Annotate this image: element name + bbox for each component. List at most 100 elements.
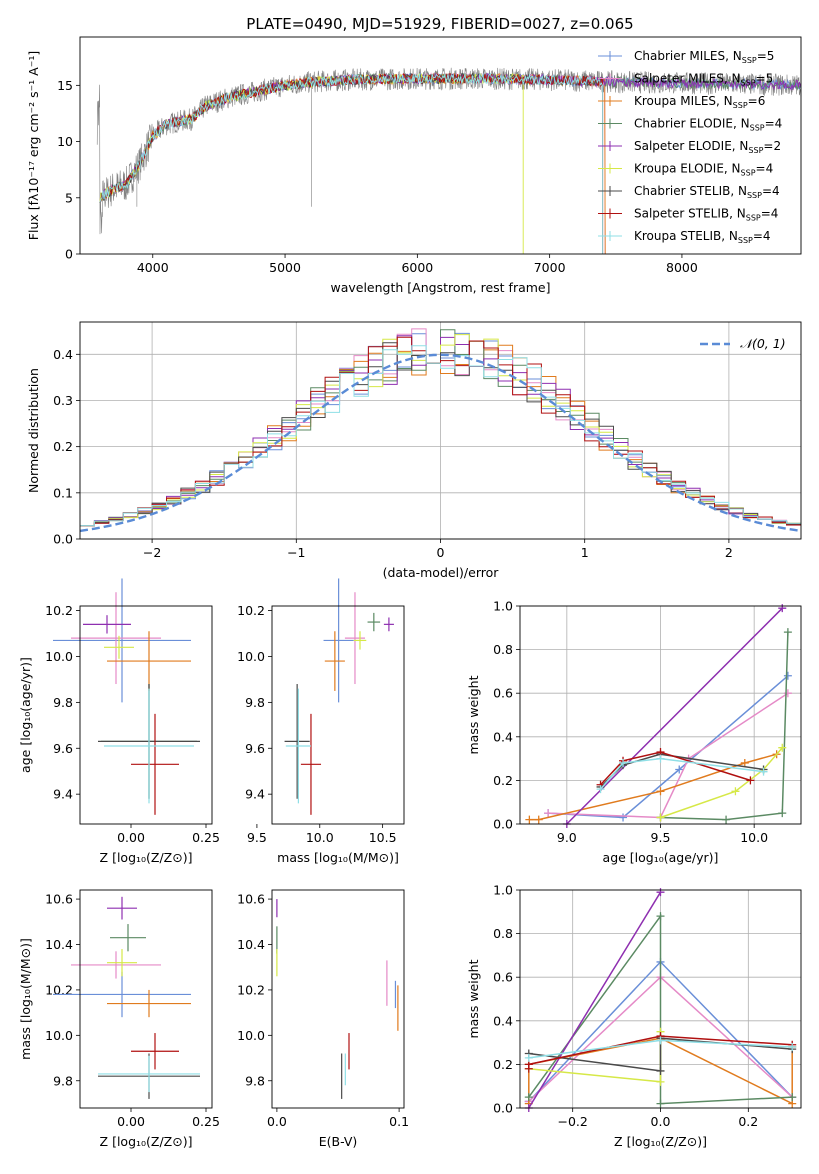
plot-frame: [271, 889, 405, 1109]
mass-weight-line: [548, 692, 789, 819]
mass-weight-marker: [759, 767, 768, 776]
y-tick-label: 0.2: [493, 773, 513, 788]
mass-weight-line: [528, 913, 793, 1105]
y-tick-label: 0.4: [53, 347, 73, 362]
legend-label: Salpeter STELIB, NSSP=4: [634, 207, 778, 223]
mass-weight-marker: [778, 809, 787, 818]
legend-label: Chabrier STELIB, NSSP=4: [634, 184, 780, 200]
legend-label: Kroupa STELIB, NSSP=4: [634, 229, 771, 245]
x-axis-label: Z [log₁₀(Z/Z⊙)]: [100, 850, 193, 865]
x-tick-label: 0.25: [192, 830, 220, 845]
x-tick-label: 10.5: [369, 830, 397, 845]
y-tick-label: 5: [65, 190, 73, 205]
age-vs-mass-axes: [256, 610, 384, 828]
mass-weight-marker: [656, 787, 665, 796]
mass-weight-marker: [525, 815, 534, 824]
y-axis-label: mass weight: [466, 675, 481, 754]
x-axis-label: age [log₁₀(age/yr)]: [603, 850, 719, 865]
mass-weight-vs-Z-axes: [516, 889, 801, 1112]
x-tick-label: 0.25: [192, 1114, 220, 1129]
y-axis-label: mass [log₁₀(M/M⊙)]: [18, 938, 33, 1060]
mass-weight-line: [548, 675, 789, 819]
spectrum-axes: [76, 84, 683, 258]
mass-weight-line: [660, 632, 789, 821]
plot-frame: [79, 889, 213, 1109]
mass-weight-marker: [778, 743, 787, 752]
model-spectrum: [99, 72, 604, 254]
y-tick-label: 9.6: [245, 741, 265, 756]
histogram-series: [80, 336, 801, 527]
mass-weight-marker: [656, 1077, 665, 1086]
mass-weight-marker: [656, 1099, 665, 1108]
mass-weight-marker: [524, 1053, 533, 1062]
y-tick-label: 9.8: [245, 1073, 265, 1088]
residual-histogram-axes: [76, 322, 801, 543]
legend-label: 𝒩(0, 1): [740, 336, 786, 351]
legend-label: Chabrier MILES, NSSP=5: [634, 49, 774, 65]
y-tick-label: 15: [57, 78, 73, 93]
y-tick-label: 0.6: [493, 970, 513, 985]
y-tick-label: 9.8: [53, 1073, 73, 1088]
x-axis-label: wavelength [Angstrom, rest frame]: [330, 280, 550, 295]
y-tick-label: 10.0: [237, 1028, 265, 1043]
plot-frame: [519, 605, 802, 825]
x-tick-label: 9.5: [651, 830, 671, 845]
x-tick-label: 0.0: [651, 1114, 671, 1129]
age-vs-Z-axes: [76, 610, 207, 828]
y-tick-label: 0.8: [493, 926, 513, 941]
mass-weight-marker: [675, 765, 684, 774]
x-tick-label: 9.5: [247, 830, 267, 845]
x-axis-label: Z [log₁₀(Z/Z⊙)]: [100, 1134, 193, 1149]
y-tick-label: 10.2: [237, 603, 265, 618]
mass-weight-marker: [619, 758, 628, 767]
y-tick-label: 0.3: [53, 393, 73, 408]
y-tick-label: 0.1: [53, 485, 73, 500]
gaussian-curve: [79, 353, 802, 533]
x-tick-label: 0.2: [738, 1114, 758, 1129]
y-tick-label: 10.4: [45, 937, 73, 952]
y-tick-label: 0.8: [493, 642, 513, 657]
mass-weight-marker: [656, 888, 665, 897]
mass-weight-line: [528, 891, 662, 1109]
y-axis-label: mass weight: [466, 959, 481, 1038]
x-tick-label: 6000: [401, 260, 433, 275]
x-tick-label: 4000: [137, 260, 169, 275]
y-tick-label: 10.0: [45, 1028, 73, 1043]
y-tick-label: 0.0: [493, 817, 513, 832]
mass-weight-line: [600, 751, 751, 786]
x-axis-label: E(B-V): [319, 1134, 358, 1149]
x-tick-label: 5000: [269, 260, 301, 275]
y-tick-label: 10.2: [45, 982, 73, 997]
y-tick-label: 0.2: [53, 439, 73, 454]
mass-weight-line: [600, 757, 764, 790]
mass-weight-marker: [783, 628, 792, 637]
mass-weight-marker: [731, 787, 740, 796]
x-tick-label: −1: [287, 545, 305, 560]
mass-vs-Z-axes: [76, 898, 207, 1112]
mass-weight-marker: [619, 813, 628, 822]
x-axis-label: mass [log₁₀(M/M⊙)]: [277, 850, 399, 865]
x-axis-label: (data-model)/error: [383, 565, 500, 580]
y-tick-label: 10.2: [45, 603, 73, 618]
x-tick-label: 1: [581, 545, 589, 560]
legend-label: Salpeter ELODIE, NSSP=2: [634, 139, 781, 155]
mass-weight-marker: [656, 813, 665, 822]
mass-weight-marker: [740, 758, 749, 767]
y-tick-label: 9.6: [53, 741, 73, 756]
mass-weight-vs-age-axes: [516, 605, 801, 828]
model-spectrum: [99, 72, 606, 255]
y-tick-label: 10.6: [237, 892, 265, 907]
legend-label: Kroupa MILES, NSSP=6: [634, 94, 765, 110]
x-axis-label: Z [log₁₀(Z/Z⊙)]: [614, 1134, 707, 1149]
y-tick-label: 10.0: [45, 649, 73, 664]
plot-frame: [79, 605, 213, 825]
plot-frame: [519, 889, 802, 1109]
mass-weight-line: [566, 607, 783, 825]
mass-vs-EBV-axes: [268, 898, 400, 1112]
x-tick-label: 0.0: [267, 1114, 287, 1129]
y-tick-label: 1.0: [493, 599, 513, 614]
legend-label: Kroupa ELODIE, NSSP=4: [634, 162, 773, 178]
x-tick-label: 0.00: [117, 1114, 145, 1129]
